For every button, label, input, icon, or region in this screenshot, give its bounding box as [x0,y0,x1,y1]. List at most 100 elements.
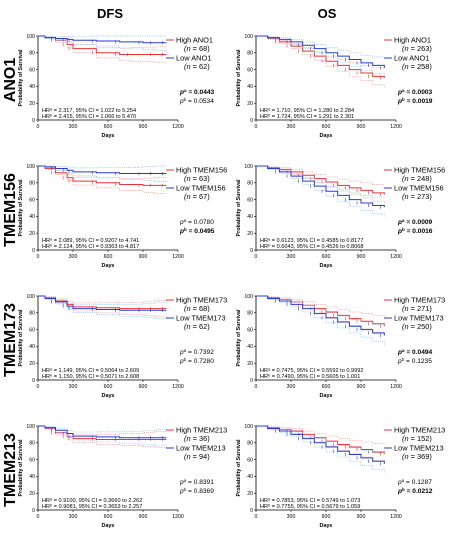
legend-n-symbol: (n [402,174,411,183]
legend-label: High TMEM173 [176,295,227,304]
y-tick-label: 80 [247,311,253,317]
ci-band-low [256,295,385,327]
p-value-a-value: = 0.0780 [186,219,214,226]
x-tick-label: 1200 [172,384,184,390]
legend-n-symbol: (n [402,304,411,313]
y-tick-label: 60 [29,327,35,333]
x-tick-label: 0 [255,514,258,520]
p-value-b-sup: b [184,487,187,492]
x-tick-label: 900 [357,514,366,520]
legend-label: Low ANO1 [394,53,429,62]
legend-n-symbol: (n [184,452,193,461]
x-tick-label: 600 [322,384,331,390]
legend-n-symbol: (n [402,322,411,331]
legend-n: (n = 250) [402,322,432,331]
p-value-b: pb = 0.7280 [179,357,214,366]
x-tick-label: 0 [255,254,258,260]
p-value-b-sup: b [184,357,187,362]
y-tick-label: 20 [247,491,253,497]
km-plot-ano1-dfs: 0 20 40 60 80 100 0 300 600 900 1200 Days Probabilit… [18,34,215,139]
y-tick-label: 100 [244,164,253,170]
x-tick-label: 600 [104,514,113,520]
p-value-b: pb = 0.8369 [179,487,214,496]
x-tick-label: 600 [104,254,113,260]
x-axis-label: Days [320,133,333,139]
hr-stat-b: HRᵇ = 0.7490, 95% CI = 0.5605 to 1.001 [260,373,360,380]
x-tick-label: 0 [37,124,40,130]
y-tick-label: 80 [247,51,253,57]
y-tick-label: 0 [32,508,35,514]
p-value-a-symbol: p [179,349,184,356]
legend-n: (n = 369) [402,452,432,461]
p-value-b-symbol: p [397,228,402,235]
ci-band-low [38,425,167,433]
legend-n-symbol: (n [402,44,411,53]
y-tick-label: 0 [250,118,253,124]
x-tick-label: 1200 [390,514,402,520]
p-value-a-symbol: p [397,89,402,96]
y-tick-label: 100 [244,294,253,300]
p-value-a-sup: a [402,218,405,223]
y-tick-label: 80 [247,441,253,447]
legend-n-symbol: (n [402,452,411,461]
legend-n-value: = 271) [411,304,432,313]
legend-n-value: = 62) [193,62,210,71]
x-axis-label: Days [102,393,115,399]
hr-stat-a: HRᵃ = 1.149, 95% CI = 0.5064 to 2.609 [42,368,139,374]
hr-stat-a: HRᵃ = 2.317, 95% CI = 1.022 to 5.254 [42,108,136,114]
x-tick-label: 0 [255,124,258,130]
p-value-a-value: = 0.0009 [405,219,433,226]
x-tick-label: 900 [357,254,366,260]
y-tick-label: 40 [29,474,35,480]
legend-label: Low ANO1 [176,53,211,62]
p-value-a-sup: a [402,348,405,353]
y-axis-label: Probability of Survival [18,49,24,106]
p-value-a: pa = 0.7392 [179,348,214,357]
y-tick-label: 0 [250,508,253,514]
ci-band-low [256,295,385,345]
p-value-b: pb = 0.1235 [397,357,432,366]
legend-label: Low TMEM156 [394,183,444,192]
x-tick-label: 300 [69,124,78,130]
legend-n: (n = 273) [402,192,432,201]
p-value-a-sup: a [184,218,187,223]
ci-band-low [256,165,385,217]
km-plot-tmem156-os: 0 20 40 60 80 100 0 300 600 900 1200 Days Probabilit… [236,164,445,269]
p-value-b-value: = 0.0534 [186,98,214,105]
survival-curve-low [38,425,167,439]
legend-label: Low TMEM156 [176,183,226,192]
ci-band-low [38,295,167,305]
p-value-a-value: = 0.0443 [187,89,215,96]
x-axis-label: Days [320,263,333,269]
row-header-tmem213: TMEM213 [2,433,19,507]
hr-stat-a: HRᵃ = 0.7475, 95% CI = 0.5592 to 0.9992 [260,368,363,374]
y-tick-label: 60 [247,327,253,333]
y-axis-label: Probability of Survival [236,309,242,366]
legend-n-value: = 273) [411,192,432,201]
x-tick-label: 900 [139,514,148,520]
survival-curve-low [256,35,385,68]
ci-band-high [38,425,167,435]
hr-stat-b: HRᵇ = 1.724, 95% CI = 1.291 to 2.301 [260,113,354,120]
x-tick-label: 600 [104,384,113,390]
legend-n: (n = 271) [402,304,432,313]
p-value-b-value: = 0.0212 [405,488,433,495]
legend-n-symbol: (n [184,304,193,313]
row-header-tmem173: TMEM173 [2,303,19,377]
x-tick-label: 300 [287,514,296,520]
p-value-a-value: = 0.7392 [186,349,214,356]
legend-n-value: = 36) [193,434,210,443]
legend-n-value: = 250) [411,322,432,331]
p-value-b-sup: b [184,97,187,102]
y-tick-label: 100 [244,34,253,40]
p-value-a-sup: a [184,348,187,353]
p-value-a: pa = 0.0009 [397,218,433,227]
survival-curve-low [256,165,385,208]
p-value-a-value: = 0.0494 [405,349,433,356]
x-tick-label: 600 [322,124,331,130]
p-value-a-symbol: p [179,479,184,486]
hr-stat-a: HRᵃ = 0.9100, 95% CI = 0.3660 to 2.262 [42,498,142,504]
ci-band-high [38,425,167,449]
x-tick-label: 600 [104,124,113,130]
